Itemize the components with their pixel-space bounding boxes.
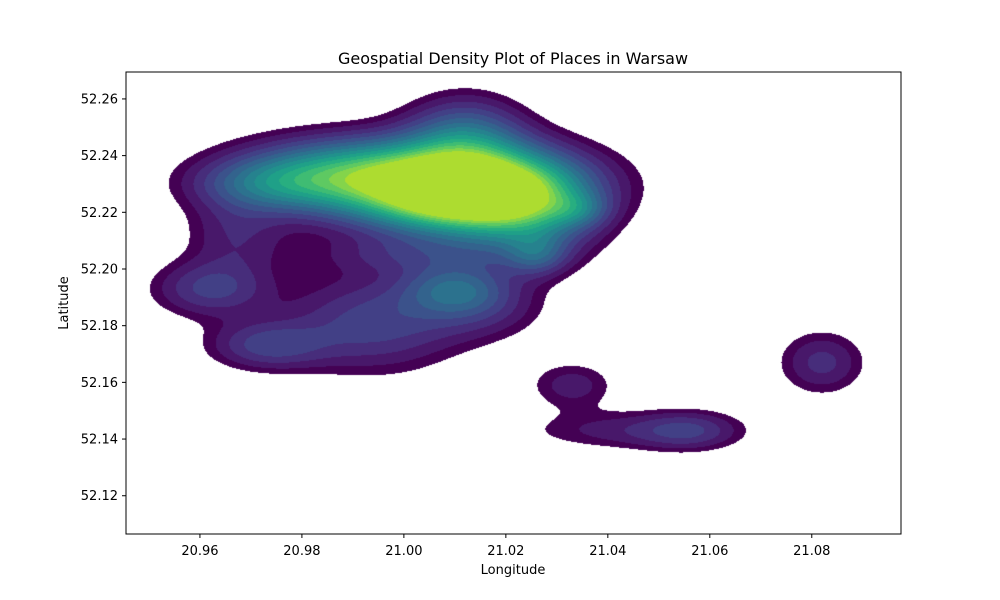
x-tick-label: 21.02: [487, 544, 524, 559]
x-tick-label: 20.96: [181, 544, 218, 559]
y-tick-label: 52.26: [81, 92, 118, 107]
x-tick-label: 21.00: [385, 544, 422, 559]
x-axis: 20.96 20.98 21.00 21.02 21.04 21.06 21.08: [181, 534, 830, 559]
y-axis: 52.12 52.14 52.16 52.18 52.20 52.22 52.24 52.26: [81, 92, 126, 504]
x-tick-label: 20.98: [283, 544, 320, 559]
y-axis-label: Latitude: [57, 276, 72, 330]
y-tick-label: 52.16: [81, 376, 118, 391]
x-axis-label: Longitude: [481, 563, 546, 578]
y-tick-label: 52.18: [81, 319, 118, 334]
x-tick-label: 21.04: [589, 544, 626, 559]
x-tick-label: 21.08: [793, 544, 830, 559]
axes-frame: [125, 71, 902, 535]
chart-title: Geospatial Density Plot of Places in War…: [338, 49, 688, 68]
x-tick-label: 21.06: [691, 544, 728, 559]
plot-area: [126, 72, 901, 534]
density-contours: [126, 72, 901, 534]
y-tick-label: 52.14: [81, 433, 118, 448]
y-tick-label: 52.24: [81, 149, 118, 164]
y-tick-label: 52.12: [81, 489, 118, 504]
y-tick-label: 52.22: [81, 206, 118, 221]
y-tick-label: 52.20: [81, 262, 118, 277]
